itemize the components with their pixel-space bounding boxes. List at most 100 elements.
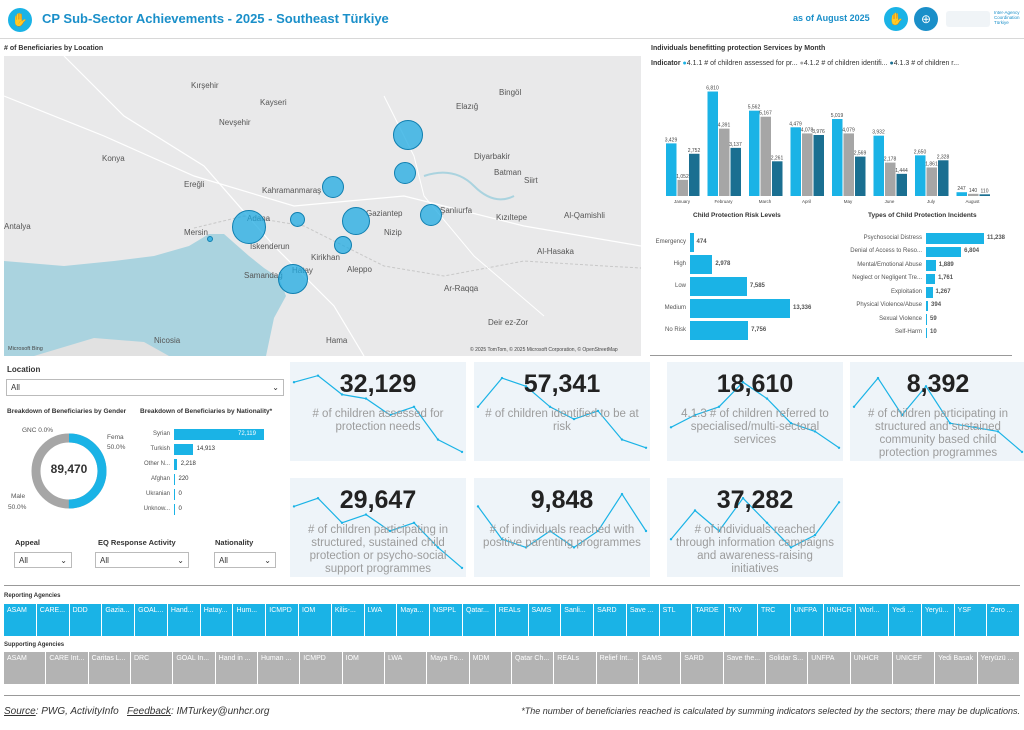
agency-tile[interactable]: SAMS	[638, 652, 682, 684]
beneficiaries-map[interactable]: Kırşehir Kayseri Nevşehir Konya Ereğli K…	[4, 56, 641, 356]
agency-tile[interactable]: TARDE	[692, 604, 726, 636]
agency-tile[interactable]: IOM	[299, 604, 332, 636]
nationality-bar[interactable]	[174, 429, 264, 440]
agency-tile[interactable]: Yedi ...	[889, 604, 922, 636]
nationality-bar[interactable]	[174, 444, 193, 455]
agency-tile[interactable]: Worl...	[856, 604, 890, 636]
kpi-card[interactable]: 18,610 4.1.3 # of children referred to sp…	[667, 362, 843, 461]
map-bubble-osmaniye[interactable]	[290, 212, 305, 227]
eq-dropdown[interactable]: All ⌄	[95, 552, 189, 568]
agency-tile[interactable]: ASAM	[4, 652, 47, 684]
monthly-bar-chart[interactable]: 3,429 1,052 2,752 January 6,810 4,391 3,137 Feb…	[660, 72, 1024, 206]
incident-types-chart[interactable]: Psychosocial Distress 11,238 Denial of Acc…	[830, 232, 1024, 344]
agency-tile[interactable]: Sanli...	[561, 604, 595, 636]
nationality-dropdown[interactable]: All ⌄	[214, 552, 276, 568]
agency-tile[interactable]: Yeryü...	[921, 604, 955, 636]
gender-donut-chart[interactable]	[30, 432, 108, 510]
agency-tile[interactable]: SARD	[681, 652, 724, 684]
map-bubble-gaziantep[interactable]	[342, 207, 370, 235]
kpi-card[interactable]: 8,392 # of children participating in stru…	[850, 362, 1024, 461]
agency-tile[interactable]: Human ...	[257, 652, 301, 684]
agency-tile[interactable]: Hum...	[233, 604, 267, 636]
hbar[interactable]	[926, 233, 984, 244]
agency-tile[interactable]: TRC	[757, 604, 791, 636]
agency-tile[interactable]: Caritas L...	[88, 652, 131, 684]
hbar[interactable]	[690, 299, 790, 318]
hbar[interactable]	[926, 273, 936, 284]
hbar[interactable]	[926, 300, 929, 311]
agency-tile[interactable]: UNICEF	[892, 652, 936, 684]
agency-tile[interactable]: TKV	[725, 604, 758, 636]
agency-tile[interactable]: ASAM	[4, 604, 37, 636]
agency-tile[interactable]: Maya...	[397, 604, 431, 636]
kpi-card[interactable]: 57,341 # of children identified to be at …	[474, 362, 650, 461]
agency-tile[interactable]: LWA	[384, 652, 428, 684]
map-bubble-adana[interactable]	[232, 210, 266, 244]
agency-tile[interactable]: Yeryüzü ...	[977, 652, 1020, 684]
agency-tile[interactable]: REALs	[495, 604, 529, 636]
agency-tile[interactable]: REALs	[554, 652, 597, 684]
agency-tile[interactable]: ICMPD	[266, 604, 300, 636]
agency-tile[interactable]: IOM	[342, 652, 385, 684]
map-bubble-kahramanmaras[interactable]	[322, 176, 344, 198]
agency-tile[interactable]: CARE...	[36, 604, 70, 636]
map-attribution[interactable]: © 2025 TomTom, © 2025 Microsoft Corporat…	[470, 347, 618, 353]
agency-tile[interactable]: UNFPA	[808, 652, 851, 684]
hbar[interactable]	[690, 255, 713, 274]
agency-tile[interactable]: UNFPA	[790, 604, 824, 636]
nationality-bar[interactable]	[174, 459, 177, 470]
agency-tile[interactable]: Kilis-...	[331, 604, 365, 636]
nationality-bar[interactable]	[174, 504, 175, 515]
nationality-bar[interactable]	[174, 474, 175, 485]
appeal-dropdown[interactable]: All ⌄	[14, 552, 72, 568]
agency-tile[interactable]: SAMS	[528, 604, 562, 636]
hbar[interactable]	[926, 260, 936, 271]
map-bubble-adiyaman[interactable]	[394, 162, 416, 184]
nationality-bar[interactable]	[174, 489, 175, 500]
hbar[interactable]	[690, 233, 694, 252]
agency-tile[interactable]: UNHCR	[823, 604, 857, 636]
agency-tile[interactable]: Hatay...	[200, 604, 234, 636]
feedback-email[interactable]: : IMTurkey@unhcr.org	[170, 706, 270, 717]
nationality-bar-chart[interactable]: Syrian 72,119 Turkish 14,913 Other N... 2,218…	[130, 428, 280, 520]
kpi-card[interactable]: 9,848 # of individuals reached with posit…	[474, 478, 650, 577]
hbar[interactable]	[926, 287, 933, 298]
hbar[interactable]	[690, 277, 747, 296]
hbar[interactable]	[926, 246, 962, 257]
agency-tile[interactable]: Save the...	[723, 652, 766, 684]
agency-tile[interactable]: DRC	[130, 652, 174, 684]
hbar[interactable]	[926, 327, 927, 338]
agency-tile[interactable]: MDM	[469, 652, 512, 684]
kpi-card[interactable]: 32,129 # of children assessed for protect…	[290, 362, 466, 461]
agency-tile[interactable]: Relief Int...	[596, 652, 639, 684]
agency-tile[interactable]: Gazia...	[102, 604, 136, 636]
agency-tile[interactable]: Hand...	[167, 604, 201, 636]
agency-tile[interactable]: Maya Fo...	[427, 652, 470, 684]
hbar[interactable]	[926, 314, 927, 325]
agency-tile[interactable]: Yedi Basak	[935, 652, 978, 684]
agency-tile[interactable]: Hand in ...	[215, 652, 258, 684]
agency-tile[interactable]: SARD	[594, 604, 627, 636]
map-bubble-hatay[interactable]	[278, 264, 308, 294]
agency-tile[interactable]: DDD	[69, 604, 103, 636]
hbar[interactable]	[690, 321, 749, 340]
kpi-card[interactable]: 29,647 # of children participating in str…	[290, 478, 466, 577]
agency-tile[interactable]: STL	[659, 604, 693, 636]
agency-tile[interactable]: CARE Int...	[46, 652, 89, 684]
agency-tile[interactable]: Zero ...	[987, 604, 1021, 636]
map-bubble-sanliurfa[interactable]	[420, 204, 442, 226]
agency-tile[interactable]: UNHCR	[850, 652, 893, 684]
risk-level-chart[interactable]: Emergency 474 High 2,978 Low 7,585 Medium 13,33…	[650, 232, 820, 342]
agency-tile[interactable]: NSPPL	[430, 604, 463, 636]
agency-tile[interactable]: ICMPD	[300, 652, 343, 684]
kpi-card[interactable]: 37,282 # of individuals reached through i…	[667, 478, 843, 577]
agency-tile[interactable]: Solidar S...	[765, 652, 809, 684]
agency-tile[interactable]: GOAL In...	[173, 652, 216, 684]
map-bubble-kilis[interactable]	[334, 236, 352, 254]
agency-tile[interactable]: Save ...	[626, 604, 660, 636]
agency-tile[interactable]: YSF	[954, 604, 988, 636]
agency-tile[interactable]: Qatar Ch...	[511, 652, 555, 684]
map-bubble-mersin[interactable]	[207, 236, 213, 242]
agency-tile[interactable]: GOAL...	[135, 604, 168, 636]
agency-tile[interactable]: LWA	[364, 604, 398, 636]
